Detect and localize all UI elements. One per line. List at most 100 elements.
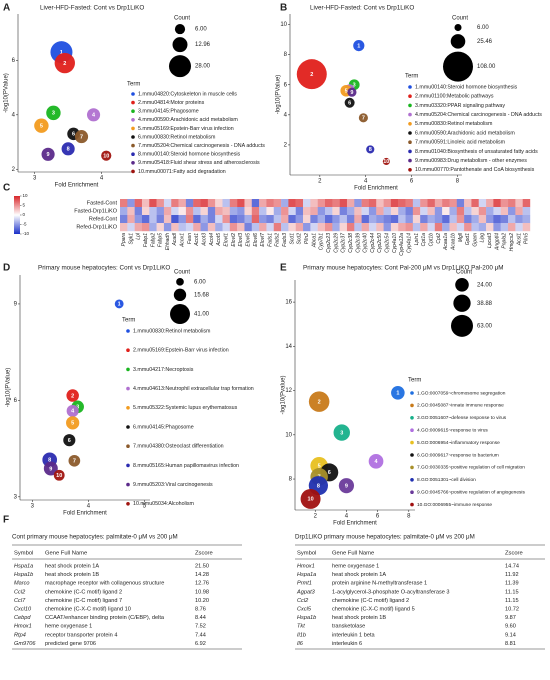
heatmap-cell (456, 207, 465, 216)
size-legend-circle (172, 37, 188, 53)
table-cell: heme oxygenase 1 (332, 563, 379, 569)
column-label: Ppara (121, 233, 127, 247)
table-cell: 1-acylglycerol-3-phosphate O-acyltransfe… (332, 589, 450, 595)
size-legend-circle (454, 24, 462, 32)
heatmap-cell (500, 207, 509, 216)
bubble (63, 434, 76, 447)
table-cell: chemokine (C-X-C motif) ligand 5 (332, 606, 415, 612)
bubble (300, 488, 321, 509)
heatmap-cell (229, 223, 238, 232)
heatmap-cell (456, 215, 465, 224)
heatmap-cell (163, 199, 172, 208)
bubble-label: 8 (317, 483, 320, 489)
heatmap-cell (156, 215, 165, 224)
bubble-label: 6 (68, 438, 71, 444)
legend-swatch (408, 140, 412, 144)
bubble (43, 461, 58, 476)
size-legend-circle (451, 314, 473, 337)
heatmap-cell (259, 215, 267, 224)
bubble (353, 40, 365, 52)
heatmap-cell (281, 207, 289, 216)
table-cell: Il6 (297, 641, 304, 647)
column-label: Acot3 (202, 233, 208, 247)
size-legend-circle (176, 278, 184, 286)
heatmap-cell (178, 215, 187, 224)
column-label: Angptl4 (494, 233, 500, 251)
x-tick-label: 6 (410, 179, 414, 185)
heatmap-cell (456, 223, 465, 232)
size-legend-label: 28.00 (195, 64, 211, 70)
heatmap-cell (207, 223, 216, 232)
heatmap-cell (171, 207, 179, 216)
legend-swatch (126, 386, 130, 391)
size-legend-circle (450, 34, 466, 49)
legend-label: 1.mmu04820:Cytoskeleton in muscle cells (138, 91, 237, 97)
heatmap-cell (171, 199, 179, 208)
heatmap-cell (493, 223, 501, 232)
column-label: Acaa1a (443, 233, 449, 251)
column-label: Scd2 (297, 233, 303, 245)
colorbar-label: 5 (23, 203, 26, 208)
y-tick-label: 16 (285, 300, 292, 306)
heatmap-cell (141, 199, 150, 208)
heatmap-cell (471, 207, 479, 216)
legend-swatch (408, 122, 412, 126)
heatmap-cell (420, 215, 428, 224)
size-legend-circle (453, 294, 471, 312)
table-cell: receptor transporter protein 4 (45, 632, 117, 638)
heatmap-cell (259, 207, 267, 216)
heatmap-cell (376, 223, 384, 232)
heatmap-cell (464, 199, 472, 208)
size-legend-title: Count (174, 16, 190, 22)
bubble-label: 4 (92, 113, 96, 119)
legend-label: 6.GO:0009617~response to bacterium (417, 452, 499, 458)
table-cell: Il1b (297, 632, 306, 638)
heatmap-cell (412, 223, 421, 232)
column-label: Pnpla2 (502, 233, 508, 249)
legend-label: 2.mmu04814:Motor proteins (138, 100, 205, 106)
heatmap-cell (273, 199, 282, 208)
y-tick-label: 6 (12, 58, 16, 64)
heatmap-cell (237, 223, 245, 232)
legend-swatch (131, 143, 135, 148)
heatmap-cell (266, 223, 274, 232)
column-label: Lpin1 (414, 233, 420, 245)
table-cell: 10.72 (505, 606, 519, 612)
heatmap-cell (390, 223, 399, 232)
column-label: Fads2 (275, 233, 281, 247)
column-label: Acsl1 (516, 233, 522, 246)
heatmap-cell (141, 215, 150, 224)
table-cell: transketolase (332, 624, 365, 630)
heatmap-cell (383, 207, 392, 216)
size-legend-label: 15.68 (194, 292, 210, 298)
column-label: Cyp2c40 (363, 233, 369, 253)
table-cell: chemokine (C-X-C motif) ligand 10 (45, 606, 131, 612)
heatmap-cell (134, 207, 143, 216)
bubble (34, 118, 49, 133)
y-tick-label: 8 (289, 477, 293, 483)
bubble-label: 8 (369, 147, 372, 153)
size-legend-label: 6.00 (195, 27, 207, 33)
heatmap-cell (325, 215, 333, 224)
heatmap-cell (288, 223, 296, 232)
heatmap-cell (398, 223, 406, 232)
legend-swatch (131, 118, 135, 122)
heatmap-cell (251, 207, 260, 216)
bubble-label: 9 (350, 90, 353, 96)
column-label: Elovl3 (238, 233, 244, 247)
heatmap-cell (200, 199, 209, 208)
heatmap-cell (332, 215, 340, 224)
bubble (366, 145, 375, 154)
table-cell: Hspa1a (14, 563, 33, 569)
heatmap-cell (354, 199, 362, 208)
legend-label: 2.GO:0045087~innate immune response (417, 403, 504, 409)
legend-swatch (410, 391, 414, 395)
legend-label: 9.mmu05418:Fluid shear stress and athero… (138, 160, 260, 166)
table-cell: Hspa1a (297, 572, 316, 578)
bubble-label: 6 (72, 132, 75, 138)
bubble-label: 4 (71, 409, 75, 415)
heatmap-cell (398, 199, 406, 208)
y-tick-label: 14 (285, 344, 292, 350)
heatmap-cell (471, 223, 479, 232)
heatmap-cell (303, 199, 311, 208)
